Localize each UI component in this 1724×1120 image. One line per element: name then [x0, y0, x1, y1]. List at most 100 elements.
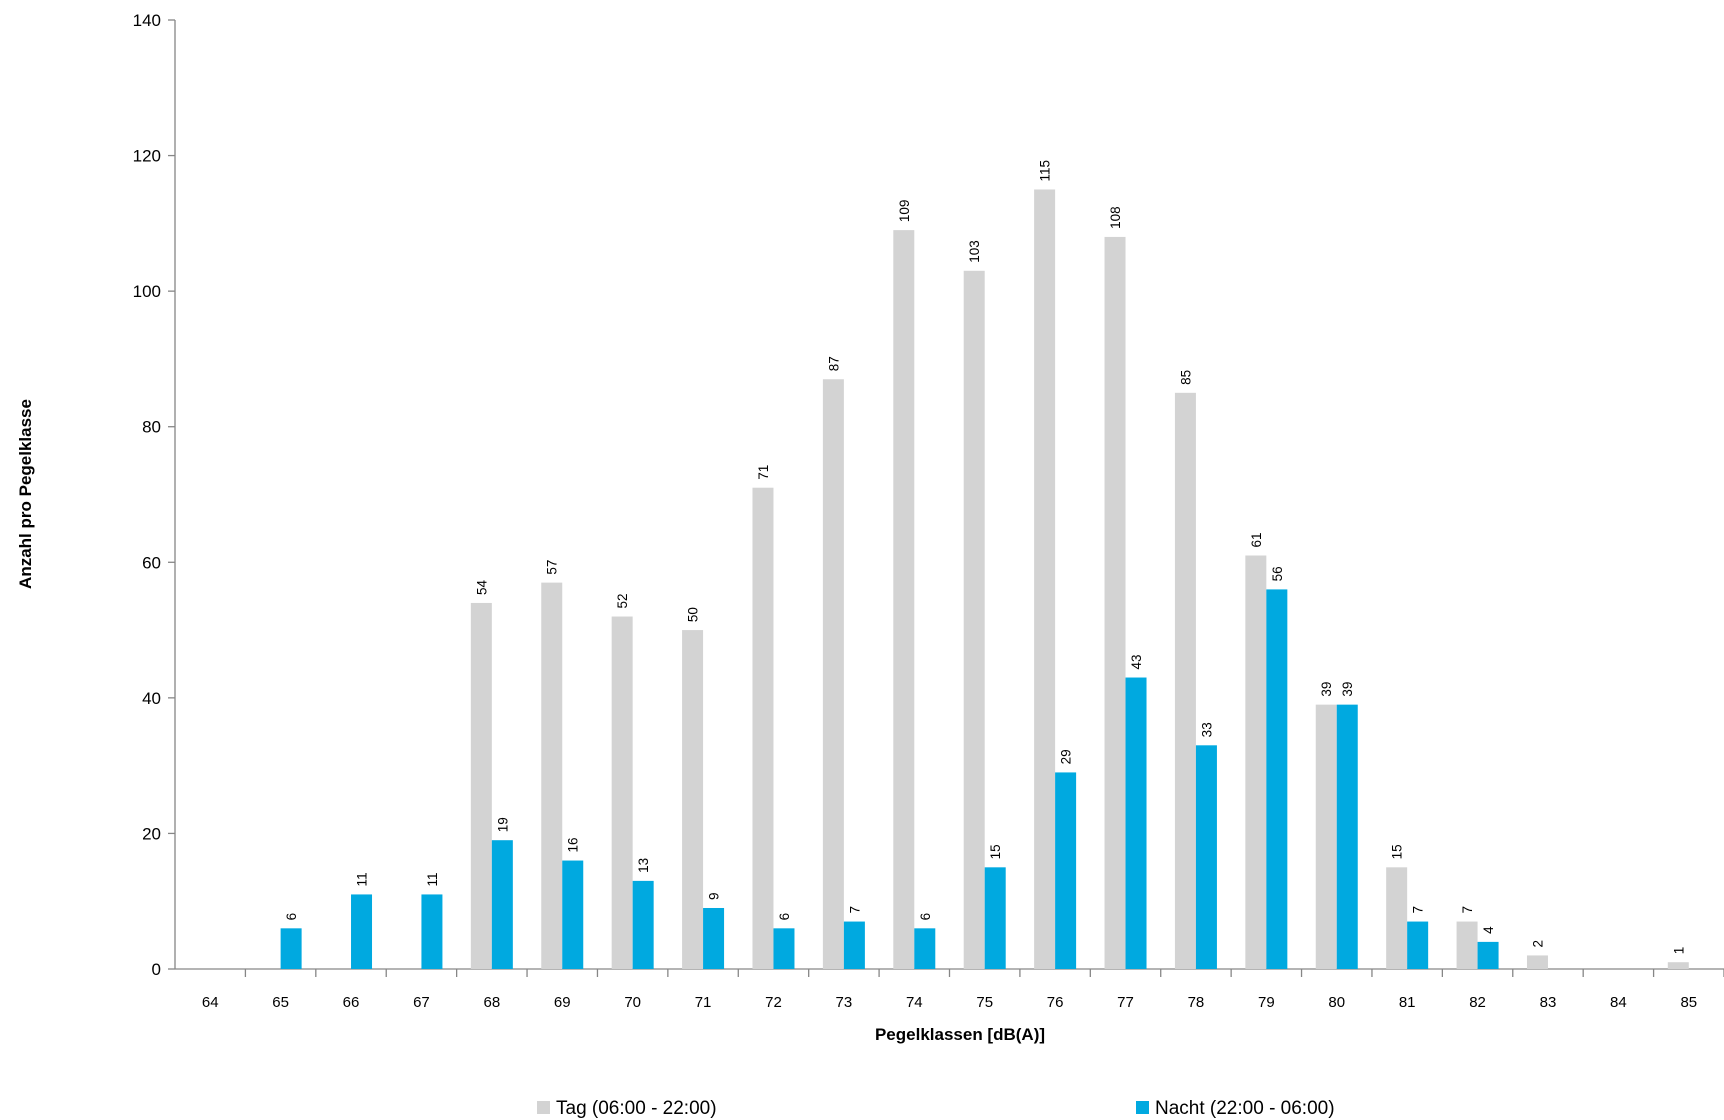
bar-tag [1667, 962, 1689, 969]
x-tick-label: 77 [1117, 994, 1134, 1011]
bar-nacht [1125, 677, 1147, 969]
data-label-tag: 7 [1460, 906, 1475, 914]
y-tick-label: 120 [133, 147, 161, 166]
data-label-nacht: 6 [777, 913, 792, 921]
data-label-tag: 85 [1178, 370, 1193, 385]
bar-tag [1386, 867, 1408, 969]
legend-swatch-nacht [1136, 1101, 1149, 1114]
data-label-tag: 54 [474, 579, 489, 595]
data-label-nacht: 7 [847, 906, 862, 914]
legend-item-nacht: Nacht (22:00 - 06:00) [1136, 1098, 1335, 1119]
x-tick-label: 83 [1540, 994, 1557, 1011]
data-label-tag: 103 [967, 240, 982, 263]
bar-tag [682, 630, 704, 969]
bar-tag [541, 582, 563, 969]
data-label-nacht: 15 [988, 844, 1003, 859]
bar-tag [1526, 955, 1548, 969]
bar-tag [1456, 921, 1478, 969]
data-label-nacht: 16 [566, 838, 581, 853]
bar-nacht [280, 928, 302, 969]
x-tick-label: 81 [1399, 994, 1416, 1011]
legend-swatch-tag [537, 1101, 550, 1114]
x-tick-label: 73 [836, 994, 853, 1011]
y-tick-label: 60 [142, 553, 161, 572]
x-tick-label: 68 [483, 994, 500, 1011]
bar-nacht [1195, 745, 1217, 969]
data-label-tag: 87 [826, 356, 841, 371]
data-label-nacht: 29 [1059, 749, 1074, 764]
x-tick-label: 67 [413, 994, 430, 1011]
bar-tag [1174, 392, 1196, 970]
bar-nacht [1407, 921, 1429, 969]
bar-nacht [984, 867, 1006, 969]
bar-tag [822, 379, 844, 969]
legend-item-tag: Tag (06:00 - 22:00) [537, 1098, 717, 1119]
data-label-nacht: 6 [284, 913, 299, 921]
x-tick-label: 80 [1328, 994, 1345, 1011]
data-label-tag: 15 [1390, 844, 1405, 859]
data-label-tag: 50 [686, 607, 701, 622]
legend: Tag (06:00 - 22:00) Nacht (22:00 - 06:00… [537, 1098, 1335, 1119]
x-tick-label: 65 [272, 994, 289, 1011]
bar-nacht [1055, 772, 1077, 969]
x-tick-label: 82 [1469, 994, 1486, 1011]
data-label-nacht: 11 [425, 872, 440, 886]
x-tick-label: 64 [202, 994, 219, 1011]
bar-nacht [421, 894, 443, 969]
y-axis: 0 20 40 60 80 100 120 140 [133, 11, 176, 979]
x-tick-label: 85 [1680, 994, 1697, 1011]
bar-tag [963, 270, 985, 969]
y-tick-label: 80 [142, 418, 161, 437]
bar-nacht [843, 921, 865, 969]
bar-tag [752, 487, 774, 969]
legend-label-nacht: Nacht (22:00 - 06:00) [1155, 1098, 1335, 1119]
bar-nacht [703, 907, 725, 969]
data-label-tag: 109 [897, 200, 912, 223]
bar-nacht [1336, 704, 1358, 969]
data-label-nacht: 4 [1481, 926, 1496, 934]
data-label-nacht: 7 [1411, 906, 1426, 914]
y-tick-label: 140 [133, 11, 161, 30]
data-label-tag: 1 [1671, 947, 1686, 955]
data-label-tag: 71 [756, 465, 771, 480]
bar-tag [1245, 555, 1267, 969]
bar-tag [1104, 236, 1126, 969]
x-axis: 64 65 66 67 68 69 70 71 72 73 74 75 76 77 78 79 80 81 82 83… [175, 968, 1724, 1011]
y-tick-label: 100 [133, 282, 161, 301]
bar-tag [470, 602, 492, 969]
y-tick-label: 0 [152, 960, 161, 979]
data-label-tag: 2 [1530, 940, 1545, 948]
data-label-nacht: 13 [636, 858, 651, 873]
x-tick-label: 66 [343, 994, 360, 1011]
x-tick-label: 71 [695, 994, 712, 1011]
bar-nacht [632, 880, 654, 969]
data-label-nacht: 6 [918, 913, 933, 921]
data-label-tag: 57 [545, 560, 560, 575]
bar-nacht [562, 860, 584, 969]
data-label-nacht: 9 [707, 892, 722, 900]
x-axis-title: Pegelklassen [dB(A)] [875, 1025, 1045, 1044]
data-label-nacht: 19 [495, 817, 510, 832]
data-label-tag: 52 [615, 593, 630, 608]
x-tick-label: 72 [765, 994, 782, 1011]
data-label-nacht: 33 [1199, 722, 1214, 737]
x-tick-label: 69 [554, 994, 571, 1011]
bar-tag [1315, 704, 1337, 969]
y-ticks: 0 20 40 60 80 100 120 140 [133, 11, 175, 979]
bar-tag [893, 230, 915, 969]
legend-label-tag: Tag (06:00 - 22:00) [556, 1098, 717, 1119]
data-label-nacht: 39 [1340, 682, 1355, 697]
x-tick-label: 79 [1258, 994, 1275, 1011]
bar-tag [611, 616, 633, 969]
x-tick-label: 76 [1047, 994, 1064, 1011]
data-label-tag: 39 [1319, 682, 1334, 697]
data-label-tag: 61 [1249, 532, 1264, 547]
x-tick-label: 84 [1610, 994, 1627, 1011]
y-tick-label: 40 [142, 689, 161, 708]
y-tick-label: 20 [142, 824, 161, 843]
x-ticks: 64 65 66 67 68 69 70 71 72 73 74 75 76 77 78 79 80 81 82 83… [202, 969, 1724, 1011]
data-label-tag: 108 [1108, 206, 1123, 229]
bar-nacht [1477, 941, 1499, 969]
data-label-nacht: 56 [1270, 566, 1285, 581]
